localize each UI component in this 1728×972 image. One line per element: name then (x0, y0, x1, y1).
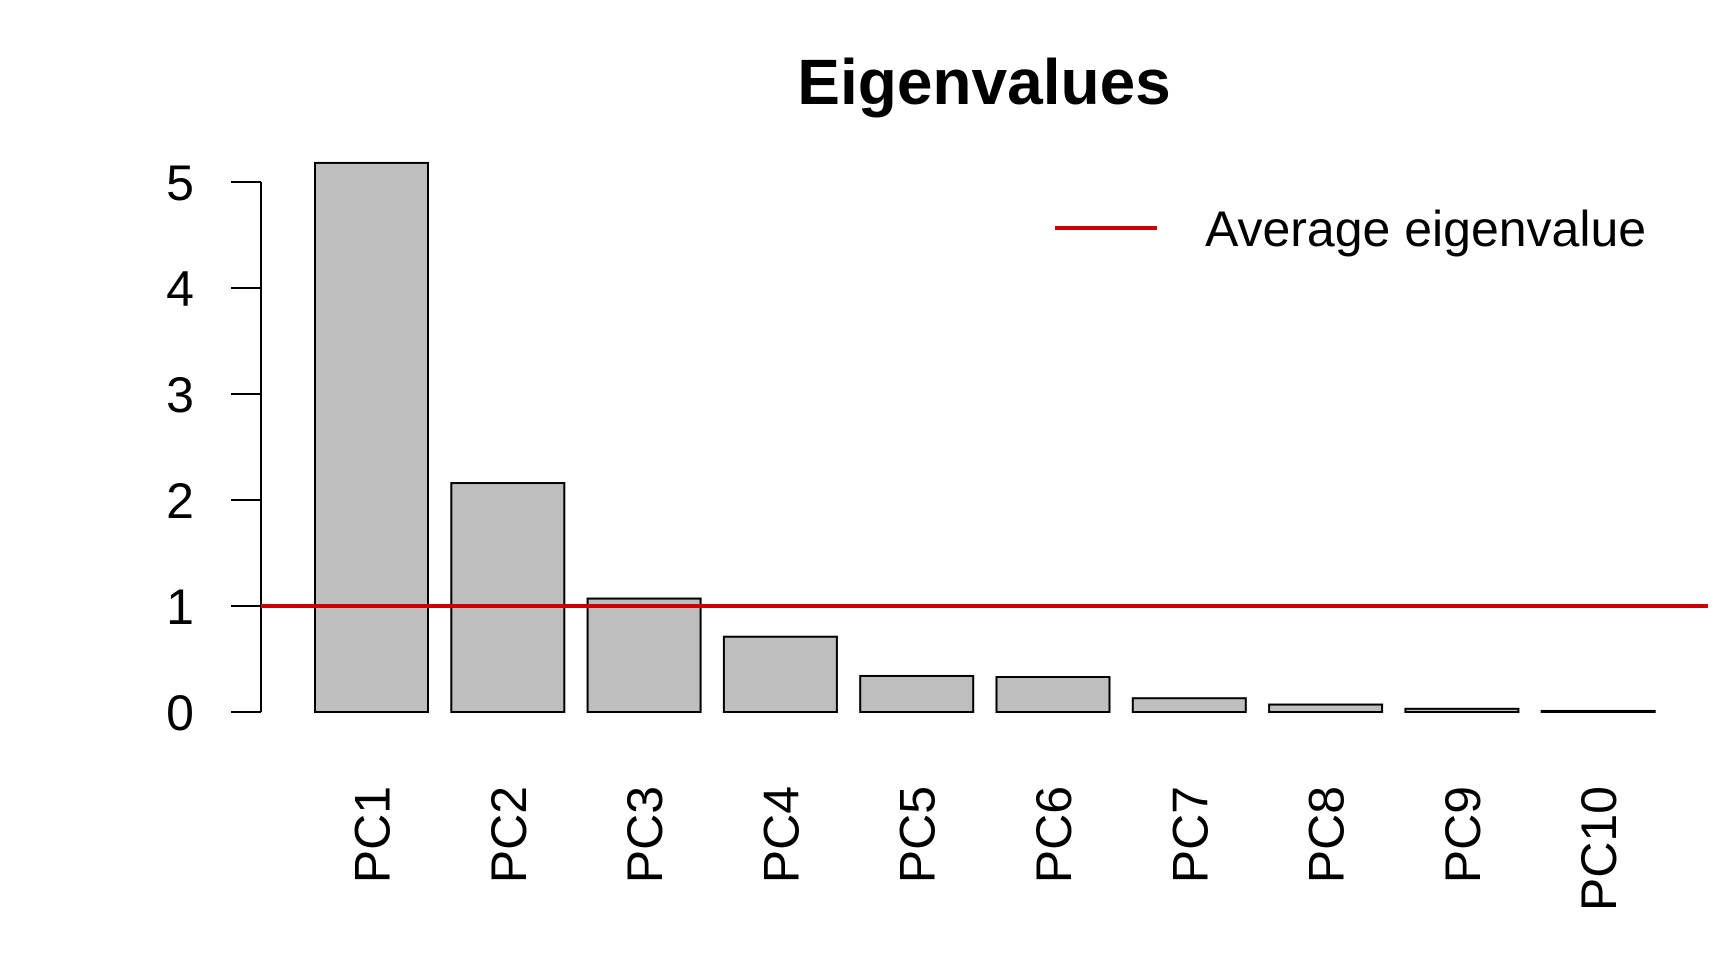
legend: Average eigenvalue (1055, 201, 1646, 257)
x-tick-label-pc6: PC6 (1026, 786, 1082, 883)
x-tick-label-pc5: PC5 (890, 786, 946, 883)
bar-pc10 (1540, 709, 1656, 714)
bar-pc6 (995, 676, 1111, 714)
y-tick-label: 4 (166, 261, 194, 317)
bar-pc9 (1404, 707, 1520, 714)
y-tick-label: 3 (166, 367, 194, 423)
chart-title: Eigenvalues (797, 46, 1171, 118)
x-tick-label-pc1: PC1 (345, 786, 401, 883)
x-tick-label-pc4: PC4 (753, 786, 809, 883)
y-tick-label: 5 (166, 155, 194, 211)
bar-pc4 (722, 635, 838, 713)
y-tick-label: 1 (166, 579, 194, 635)
y-tick-label: 0 (166, 685, 194, 741)
x-tick-label-pc9: PC9 (1435, 786, 1491, 883)
bar-pc3 (586, 597, 702, 714)
x-tick-label-pc3: PC3 (617, 786, 673, 883)
bar-pc1 (314, 161, 429, 714)
bar-pc8 (1268, 703, 1384, 714)
bar-pc2 (450, 482, 566, 714)
x-tick-label-pc10: PC10 (1571, 786, 1627, 911)
legend-label: Average eigenvalue (1205, 201, 1646, 257)
x-tick-label-pc7: PC7 (1162, 786, 1218, 883)
bars-group (314, 161, 1656, 714)
bar-pc5 (859, 674, 975, 714)
bar-pc7 (1131, 697, 1247, 713)
y-tick-label: 2 (166, 473, 194, 529)
y-axis: 0 1 2 3 4 5 (166, 155, 262, 741)
x-axis-labels: PC1 PC2 PC3 PC4 PC5 PC6 PC7 PC8 PC9 PC10 (345, 786, 1628, 911)
x-tick-label-pc8: PC8 (1299, 786, 1355, 883)
x-tick-label-pc2: PC2 (481, 786, 537, 883)
